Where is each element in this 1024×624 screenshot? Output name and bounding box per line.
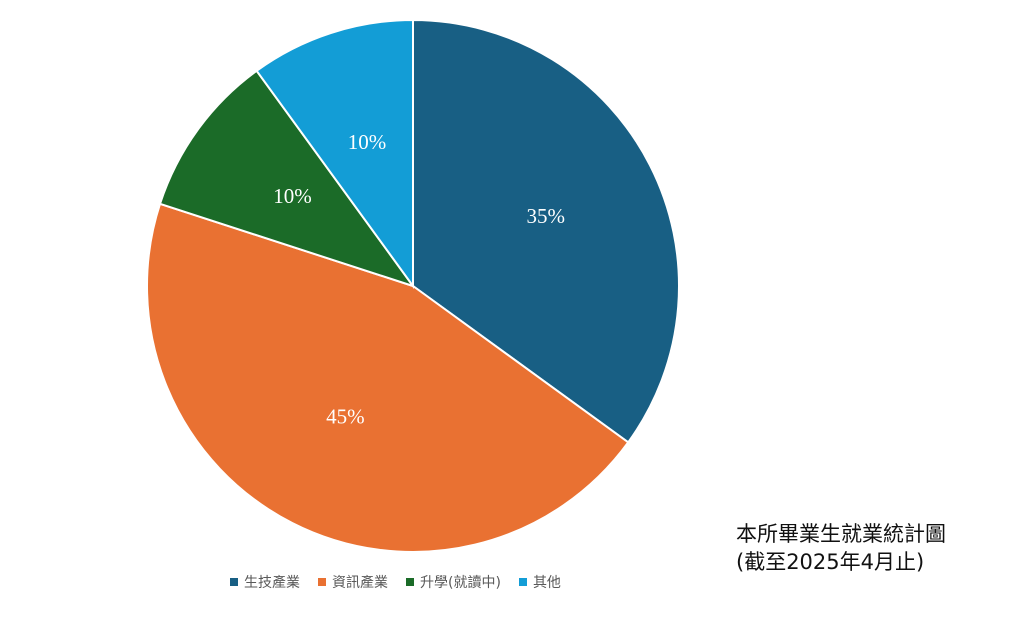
slice-data-label: 35% — [526, 204, 565, 228]
legend-item: 升學(就讀中) — [406, 572, 501, 592]
legend-label: 資訊產業 — [332, 575, 388, 591]
slice-data-label: 10% — [348, 130, 387, 154]
pie-slice — [412, 18, 680, 444]
legend-swatch — [318, 578, 326, 586]
slice-data-label: 10% — [273, 184, 312, 208]
chart-legend: 生技產業 資訊產業 升學(就讀中) 其他 — [230, 572, 561, 592]
legend-label: 生技產業 — [244, 575, 300, 591]
pie-slice — [146, 202, 630, 553]
slice-data-label: 45% — [326, 405, 365, 429]
legend-swatch — [518, 578, 527, 586]
legend-swatch — [406, 578, 414, 586]
caption-line-1: 本所畢業生就業統計圖 — [736, 522, 946, 546]
legend-swatch — [230, 578, 238, 586]
pie-slice — [255, 18, 414, 290]
legend-item: 生技產業 — [230, 572, 300, 592]
legend-item: 其他 — [518, 572, 561, 592]
legend-item: 資訊產業 — [318, 572, 388, 592]
legend-label: 升學(就讀中) — [420, 575, 501, 591]
caption-line-2: (截至2025年4月止) — [736, 550, 925, 574]
legend-label: 其他 — [532, 575, 561, 591]
chart-caption: 本所畢業生就業統計圖 (截至2025年4月止) — [736, 520, 946, 576]
pie-slice — [158, 69, 416, 288]
